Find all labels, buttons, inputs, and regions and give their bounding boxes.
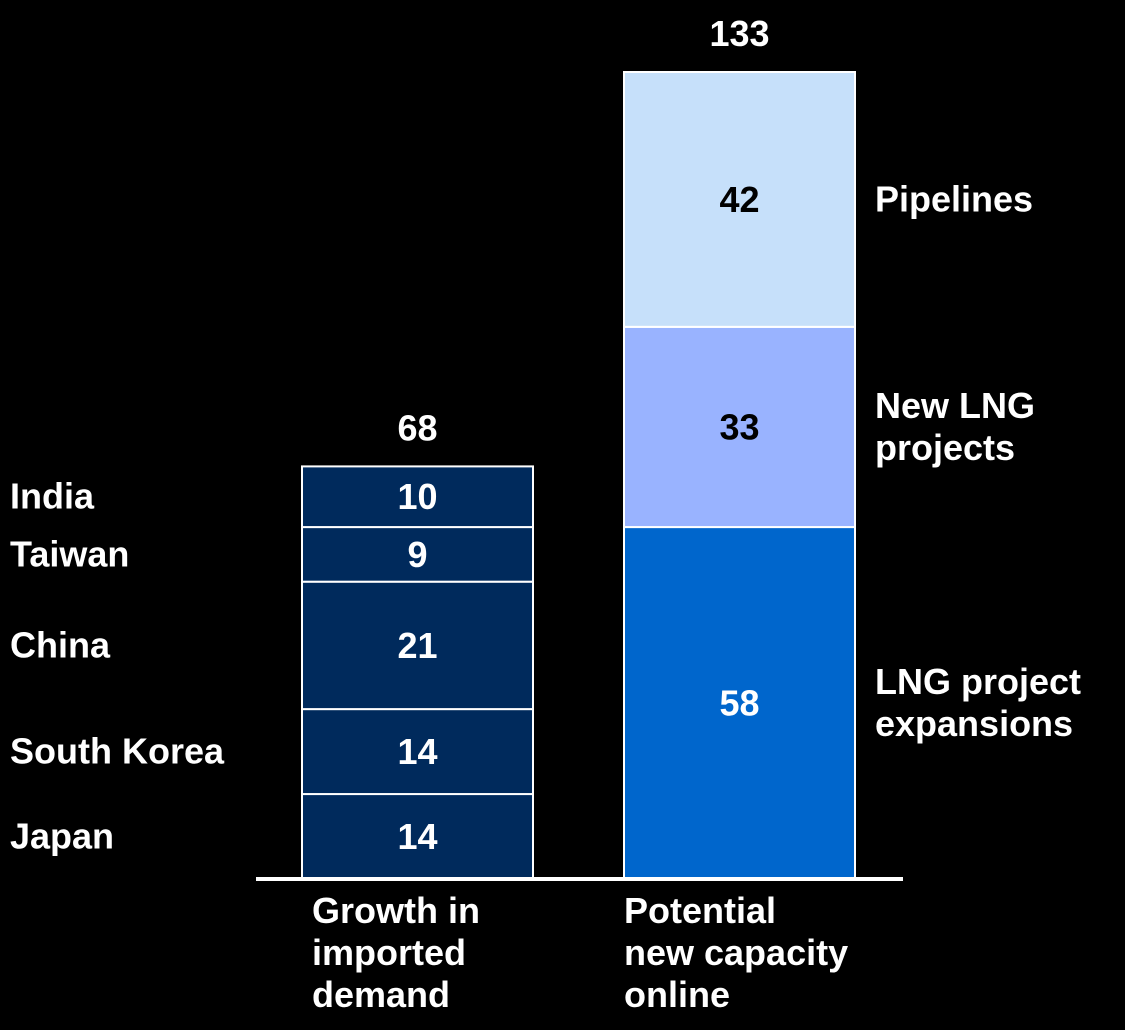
category-label-capacity: Potential new capacity online bbox=[624, 890, 849, 1015]
data-label-pipelines: 42 bbox=[719, 179, 759, 220]
data-label-new-lng-projects: 33 bbox=[719, 406, 759, 447]
segment-label-south-korea: South Korea bbox=[10, 731, 225, 772]
bar-segment-lng-project-expansions bbox=[623, 526, 856, 880]
segment-label-india: India bbox=[10, 476, 95, 517]
bar-segment-new-lng-projects bbox=[623, 325, 856, 529]
data-label-taiwan: 9 bbox=[407, 534, 427, 575]
bar-segment-india bbox=[301, 465, 534, 529]
segment-label-pipelines: Pipelines bbox=[875, 178, 1033, 219]
data-label-japan: 14 bbox=[397, 816, 437, 857]
data-label-india: 10 bbox=[397, 476, 437, 517]
bar-segment-south-korea bbox=[301, 708, 534, 796]
total-label-1: 133 bbox=[709, 13, 769, 54]
segment-label-lng-project-expansions: LNG project expansions bbox=[875, 661, 1081, 744]
bar-segment-pipelines bbox=[623, 71, 856, 328]
bar-segment-japan bbox=[301, 793, 534, 880]
data-label-south-korea: 14 bbox=[397, 731, 437, 772]
data-label-china: 21 bbox=[397, 625, 437, 666]
total-label-0: 68 bbox=[397, 407, 437, 448]
data-label-lng-project-expansions: 58 bbox=[719, 683, 759, 724]
category-label-growth: Growth in imported demand bbox=[312, 890, 480, 1015]
segment-label-taiwan: Taiwan bbox=[10, 533, 129, 574]
bar-segment-taiwan bbox=[301, 526, 534, 583]
segment-label-new-lng-projects: New LNG projects bbox=[875, 385, 1035, 468]
segment-label-japan: Japan bbox=[10, 816, 114, 857]
segment-label-china: China bbox=[10, 624, 111, 665]
